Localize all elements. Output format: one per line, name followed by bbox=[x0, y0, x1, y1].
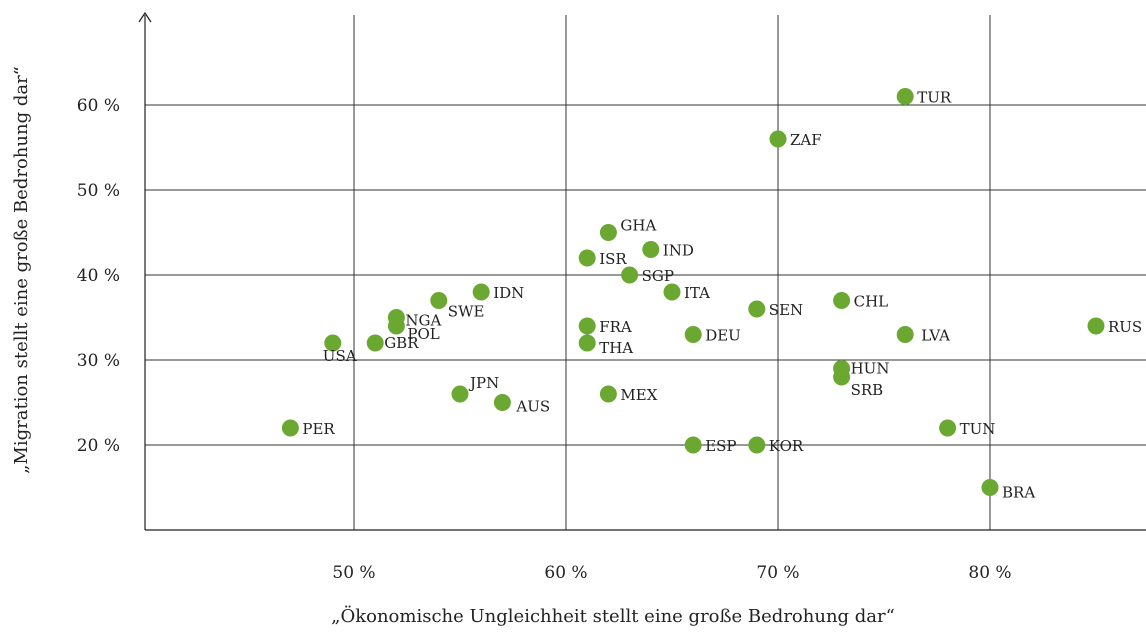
point-label: POL bbox=[407, 325, 439, 343]
point-label: THA bbox=[599, 339, 633, 357]
point-label: LVA bbox=[921, 327, 950, 345]
point-label: ITA bbox=[684, 284, 710, 302]
data-point-sen bbox=[748, 300, 766, 318]
y-tick-label: 60 % bbox=[77, 96, 120, 116]
point-label: RUS bbox=[1108, 318, 1142, 336]
point-label: SEN bbox=[769, 301, 803, 319]
data-point-ita bbox=[663, 283, 681, 301]
data-point-chl bbox=[833, 292, 851, 309]
data-point-mex bbox=[599, 385, 617, 403]
data-point-jpn bbox=[451, 385, 469, 403]
data-point-deu bbox=[684, 326, 702, 343]
point-label: NGA bbox=[405, 312, 441, 330]
data-point-tun bbox=[939, 419, 957, 437]
data-points bbox=[281, 88, 1105, 496]
data-point-gha bbox=[599, 224, 617, 241]
point-label: CHL bbox=[854, 293, 889, 311]
x-tick-label: 80 % bbox=[968, 563, 1011, 583]
y-tick-label: 50 % bbox=[77, 181, 120, 201]
point-label: SWE bbox=[448, 303, 485, 321]
point-label: IND bbox=[663, 242, 694, 260]
data-point-zaf bbox=[769, 130, 787, 148]
point-label: FRA bbox=[599, 318, 632, 336]
point-label: SRB bbox=[851, 381, 884, 399]
point-label: JPN bbox=[468, 374, 499, 392]
point-label: BRA bbox=[1002, 484, 1035, 502]
point-label: AUS bbox=[515, 398, 550, 416]
data-point-ind bbox=[642, 241, 660, 258]
point-label: PER bbox=[302, 420, 335, 438]
data-point-lva bbox=[896, 326, 914, 343]
grid bbox=[145, 15, 1146, 530]
y-tick-label: 30 % bbox=[77, 351, 120, 371]
data-point-per bbox=[281, 419, 299, 437]
data-point-srb bbox=[833, 368, 851, 386]
x-tick-label: 60 % bbox=[544, 563, 587, 583]
x-tick-label: 50 % bbox=[332, 563, 375, 583]
point-label: ESP bbox=[705, 437, 736, 455]
data-point-pol bbox=[387, 317, 405, 335]
data-point-idn bbox=[472, 283, 490, 301]
point-label: ISR bbox=[599, 250, 627, 268]
point-label: KOR bbox=[769, 437, 804, 455]
point-label: GBR bbox=[384, 334, 419, 352]
data-point-swe bbox=[430, 292, 448, 309]
point-label: DEU bbox=[705, 327, 741, 345]
data-point-sgp bbox=[621, 266, 639, 284]
point-label: TUN bbox=[960, 420, 996, 438]
point-label: ZAF bbox=[790, 131, 822, 149]
data-point-bra bbox=[981, 479, 999, 496]
point-label: GHA bbox=[620, 217, 656, 235]
data-point-esp bbox=[684, 436, 702, 454]
data-point-tur bbox=[896, 88, 914, 105]
data-point-usa bbox=[324, 334, 342, 352]
x-tick-label: 70 % bbox=[756, 563, 799, 583]
data-point-fra bbox=[578, 317, 596, 335]
y-tick-label: 20 % bbox=[77, 436, 120, 456]
y-axis-title: „Migration stellt eine große Bedrohung d… bbox=[11, 66, 32, 474]
point-label: IDN bbox=[493, 284, 524, 302]
y-tick-label: 40 % bbox=[77, 266, 120, 286]
data-point-tha bbox=[578, 334, 596, 352]
axes bbox=[138, 11, 1146, 531]
data-point-aus bbox=[493, 394, 511, 411]
y-axis-arrow bbox=[138, 11, 152, 23]
point-label: MEX bbox=[620, 386, 657, 404]
point-label: TUR bbox=[917, 89, 952, 107]
data-point-rus bbox=[1087, 317, 1105, 335]
x-axis-title: „Ökonomische Ungleichheit stellt eine gr… bbox=[331, 604, 895, 627]
point-label: HUN bbox=[851, 360, 890, 378]
tick-labels: 50 % 60 % 70 % 80 % 20 % 30 % 40 % 50 % 60 % bbox=[77, 96, 1012, 583]
data-point-isr bbox=[578, 249, 596, 267]
point-label: SGP bbox=[642, 267, 674, 285]
point-label: USA bbox=[323, 347, 357, 365]
data-point-kor bbox=[748, 436, 766, 454]
data-point-gbr bbox=[366, 334, 384, 352]
